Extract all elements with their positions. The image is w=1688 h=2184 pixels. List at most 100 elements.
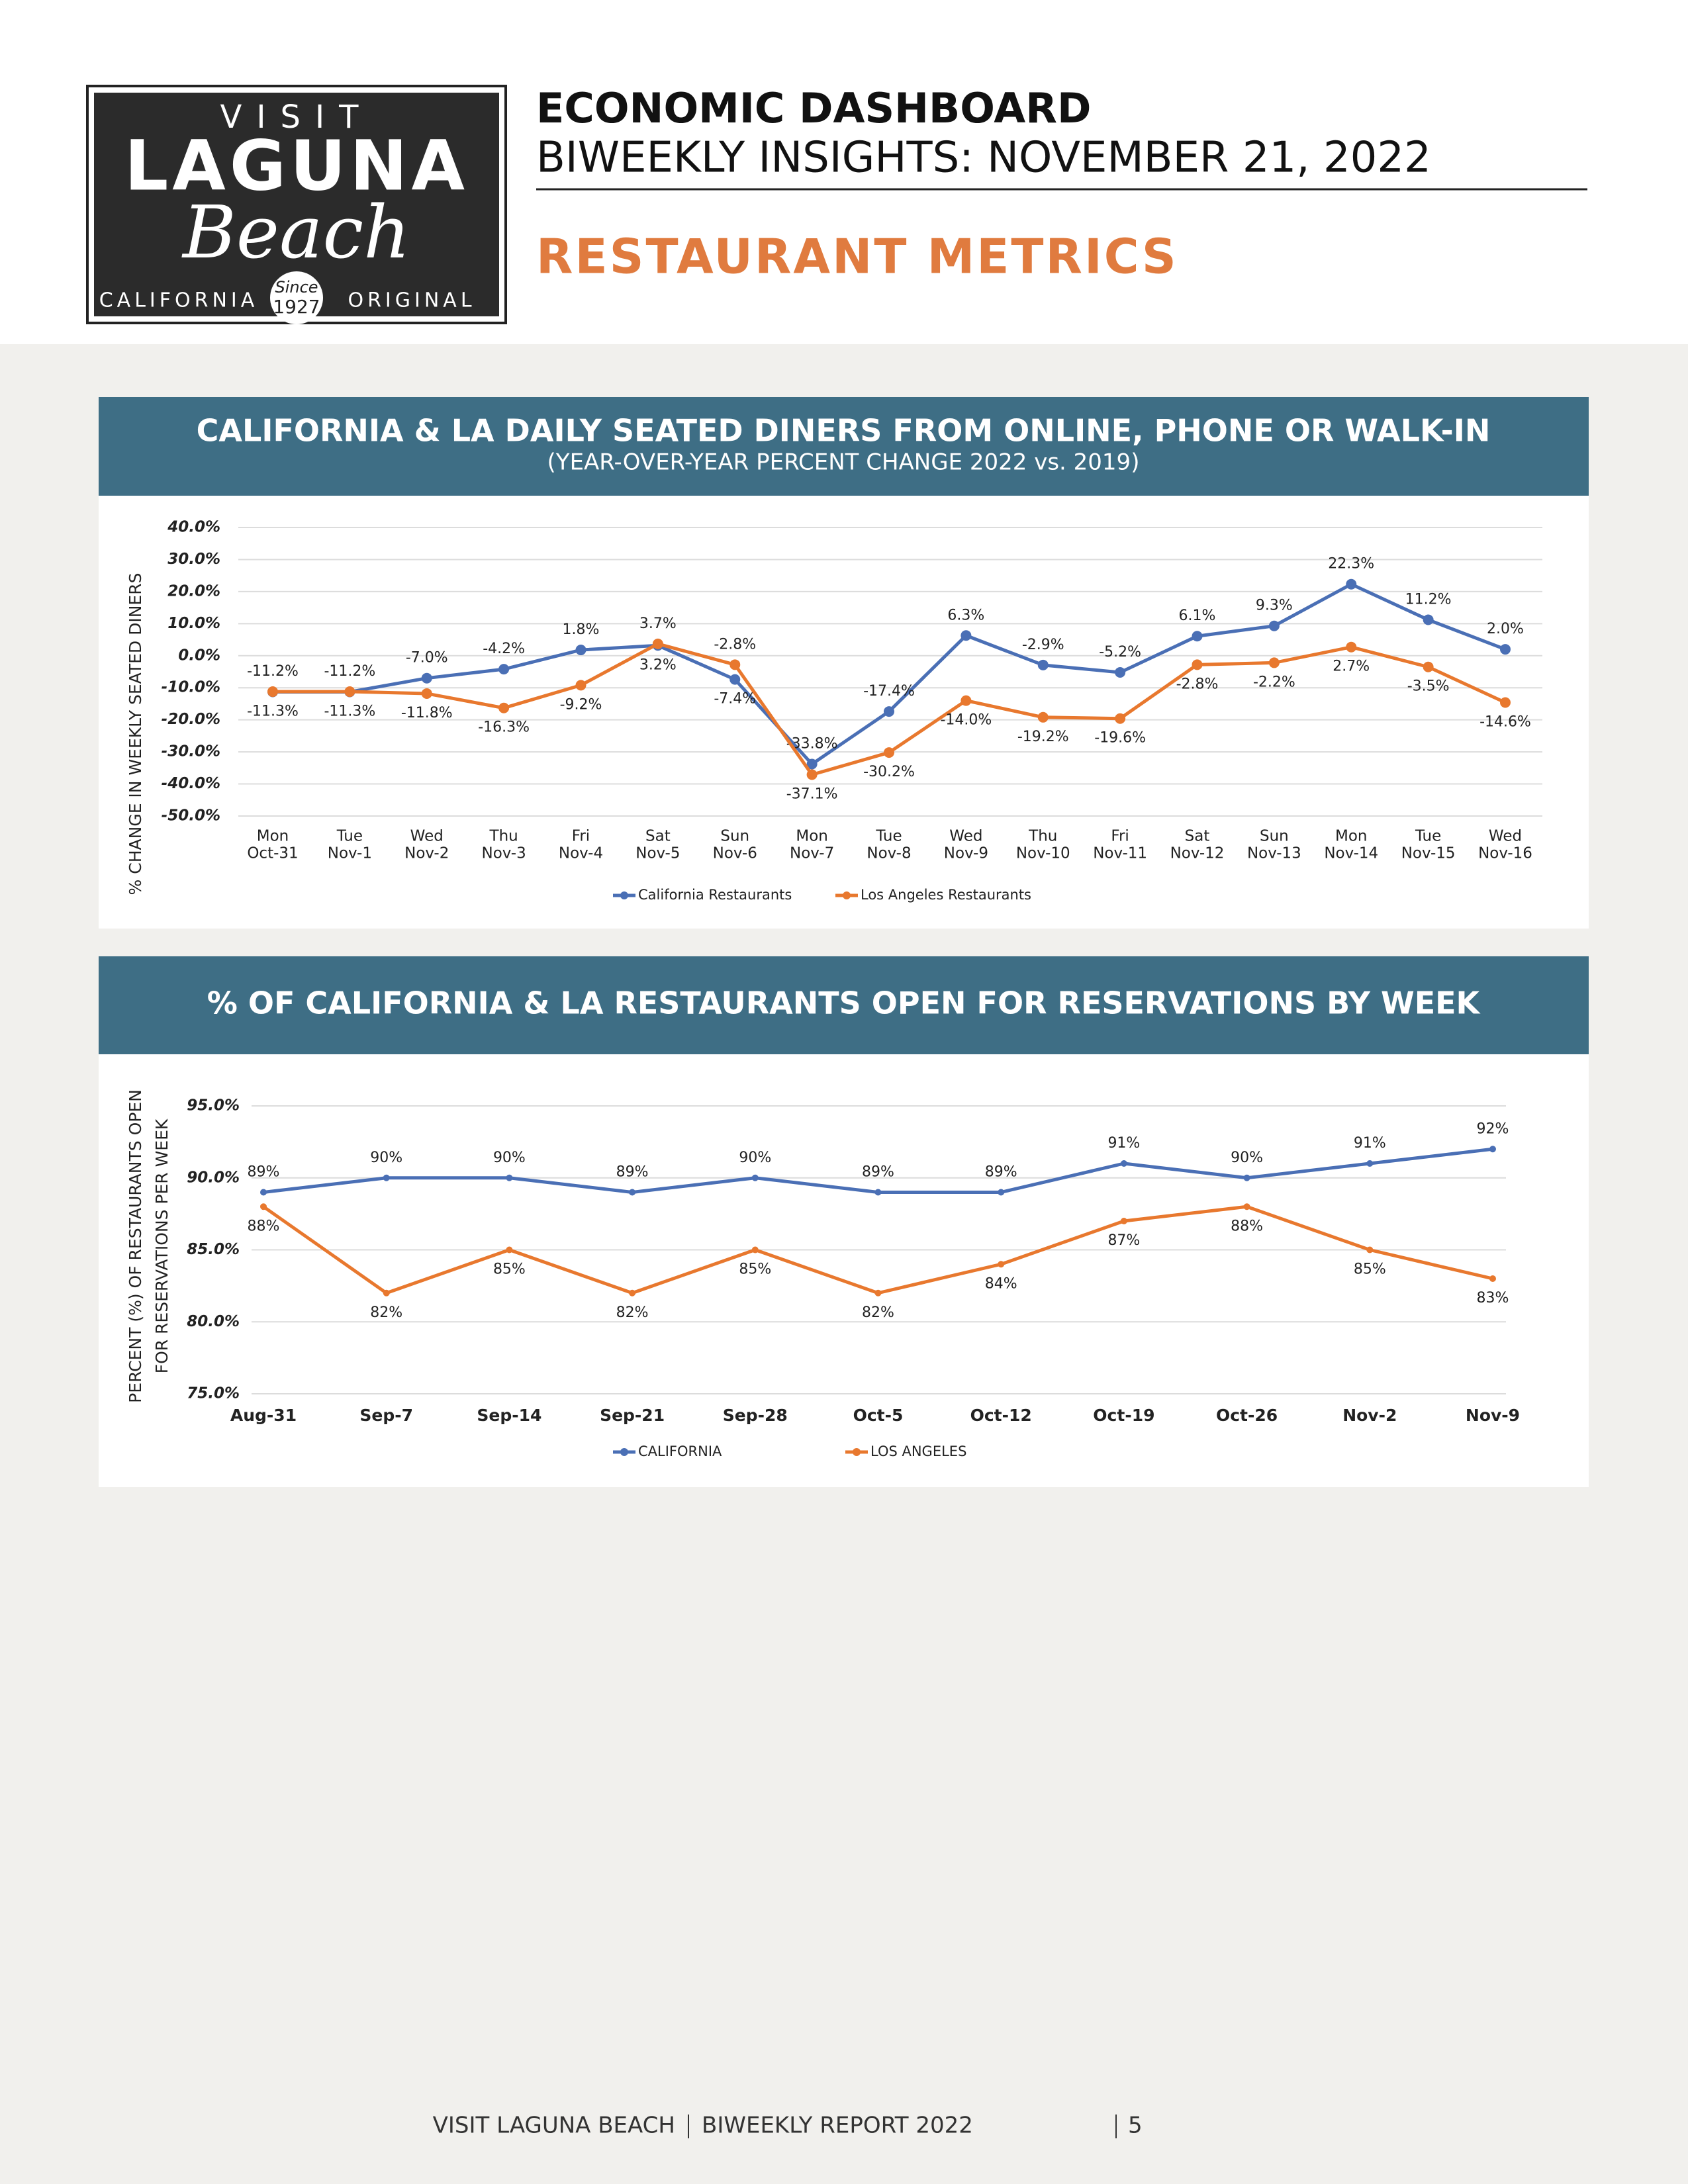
x-tick-label: Sat (1185, 828, 1210, 845)
data-point (267, 686, 278, 698)
legend-swatch (853, 1448, 861, 1456)
x-tick-label: Nov-9 (1466, 1406, 1520, 1425)
data-label: -11.2% (324, 663, 375, 680)
data-point (260, 1203, 267, 1210)
data-label: 88% (1231, 1218, 1263, 1234)
data-point (1192, 659, 1203, 670)
data-point (498, 702, 510, 713)
x-tick-label: Tue (336, 828, 363, 845)
data-point (421, 672, 432, 684)
x-tick-label: Sep-14 (477, 1406, 541, 1425)
data-point (1366, 1160, 1374, 1167)
data-label: 3.7% (639, 615, 677, 632)
data-point (729, 659, 741, 670)
data-label: -2.8% (1176, 676, 1219, 692)
y-tick-label: 20.0% (167, 582, 220, 600)
data-label: -5.2% (1099, 644, 1141, 660)
data-label: -2.9% (1022, 637, 1064, 653)
x-tick-label: Nov-15 (1401, 845, 1456, 862)
data-label: 89% (248, 1164, 280, 1181)
data-point (1115, 713, 1126, 724)
x-tick-label: Nov-4 (559, 845, 603, 862)
data-label: -37.1% (786, 786, 838, 803)
data-point (729, 674, 741, 685)
x-tick-label: Nov-14 (1324, 845, 1378, 862)
data-label: 82% (370, 1304, 402, 1321)
data-point (575, 645, 586, 656)
data-label: -19.2% (1017, 729, 1069, 745)
x-tick-label: Wed (410, 828, 444, 845)
logo-script: Beach (181, 190, 410, 275)
legend-label: California Restaurants (638, 887, 792, 903)
data-label: -14.6% (1479, 714, 1531, 731)
y-tick-label: 75.0% (187, 1385, 240, 1402)
legend-swatch (620, 1448, 628, 1456)
data-label: -7.4% (714, 691, 756, 707)
data-label: -16.3% (478, 719, 530, 736)
x-tick-label: Sep-7 (359, 1406, 413, 1425)
data-point (1243, 1174, 1250, 1181)
x-tick-label: Nov-12 (1170, 845, 1225, 862)
data-label: 85% (739, 1261, 771, 1278)
x-tick-label: Sun (720, 828, 749, 845)
data-point (1500, 644, 1511, 655)
y-tick-label: 95.0% (187, 1097, 240, 1115)
footer-text: VISIT LAGUNA BEACH (433, 2113, 675, 2139)
data-point (629, 1289, 636, 1297)
data-point (998, 1189, 1005, 1196)
x-tick-label: Sep-28 (723, 1406, 788, 1425)
y-tick-label: 40.0% (167, 519, 220, 536)
x-tick-label: Sep-21 (600, 1406, 665, 1425)
data-label: 83% (1477, 1290, 1509, 1306)
data-point (1192, 631, 1203, 642)
data-point (1489, 1275, 1496, 1282)
data-label: 90% (493, 1150, 526, 1166)
data-label: 22.3% (1328, 556, 1374, 572)
x-tick-label: Nov-2 (1342, 1406, 1397, 1425)
data-label: -11.8% (401, 705, 453, 721)
x-tick-label: Aug-31 (230, 1406, 297, 1425)
data-point (751, 1246, 759, 1253)
data-point (506, 1174, 513, 1181)
data-label: 90% (1231, 1150, 1263, 1166)
data-label: 3.2% (639, 657, 677, 673)
chart-banner (99, 397, 1589, 496)
data-label: -11.2% (247, 663, 299, 680)
data-label: -2.2% (1253, 674, 1295, 690)
data-label: 89% (616, 1164, 649, 1181)
data-label: 84% (985, 1275, 1017, 1292)
x-tick-label: Sun (1260, 828, 1289, 845)
data-point (961, 630, 972, 641)
data-point (383, 1174, 390, 1181)
data-point (629, 1189, 636, 1196)
data-label: 6.1% (1179, 608, 1216, 624)
data-point (421, 688, 432, 699)
data-label: -11.3% (247, 704, 299, 720)
x-tick-label: Nov-8 (867, 845, 911, 862)
legend-label: LOS ANGELES (870, 1443, 966, 1459)
x-tick-label: Oct-19 (1093, 1406, 1154, 1425)
legend-swatch (843, 891, 851, 899)
x-tick-label: Nov-9 (944, 845, 988, 862)
data-label: 9.3% (1256, 598, 1293, 614)
legend-swatch (620, 891, 628, 899)
data-label: 88% (248, 1218, 280, 1234)
x-tick-label: Oct-26 (1216, 1406, 1278, 1425)
x-tick-label: Nov-13 (1247, 845, 1301, 862)
logo-name: LAGUNA (124, 125, 469, 206)
y-axis-label: FOR RESERVATIONS PER WEEK (152, 1118, 171, 1373)
data-point (1423, 614, 1434, 625)
x-tick-label: Thu (1028, 828, 1057, 845)
data-point (1037, 659, 1049, 670)
chart-banner (99, 956, 1589, 1054)
data-label: 85% (1354, 1261, 1386, 1278)
data-label: 2.0% (1487, 621, 1524, 637)
y-tick-label: 30.0% (167, 551, 220, 568)
x-tick-label: Nov-3 (482, 845, 526, 862)
logo-badge (270, 271, 323, 324)
data-point (874, 1289, 882, 1297)
x-tick-label: Wed (1489, 828, 1522, 845)
data-label: 92% (1477, 1120, 1509, 1137)
x-tick-label: Tue (875, 828, 902, 845)
